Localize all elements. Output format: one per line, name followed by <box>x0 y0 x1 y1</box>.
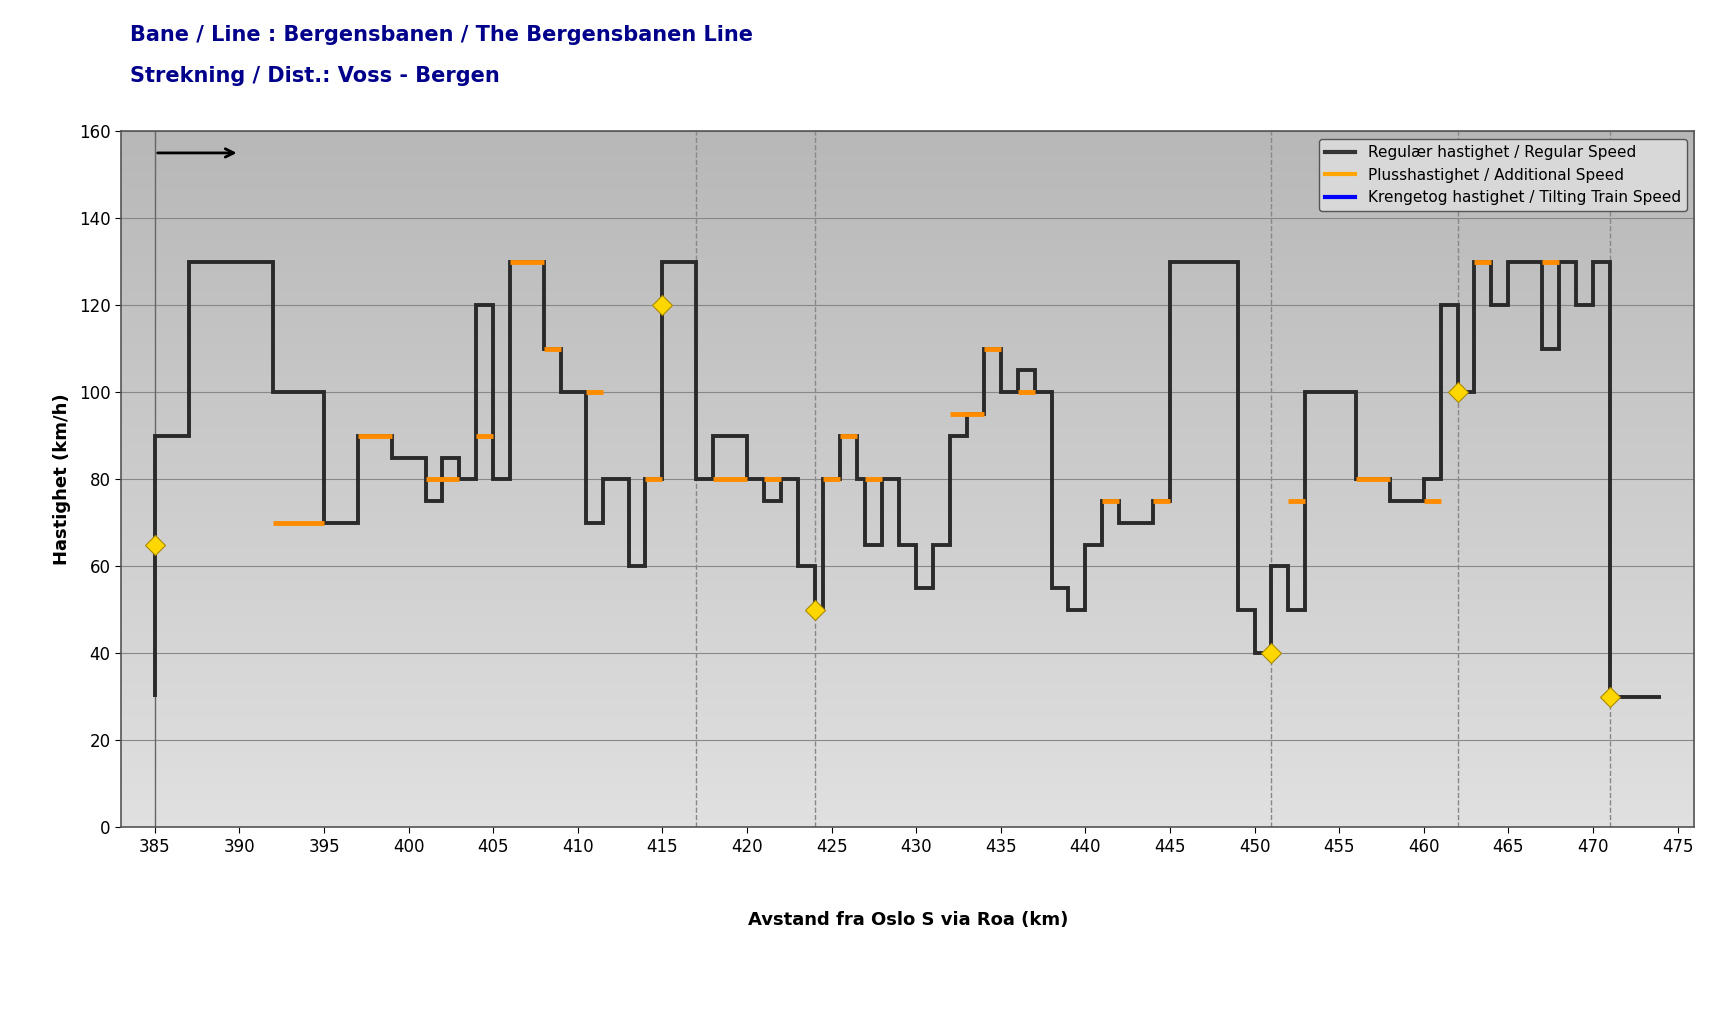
Text: Bane / Line : Bergensbanen / The Bergensbanen Line: Bane / Line : Bergensbanen / The Bergens… <box>130 25 752 45</box>
Text: Strekning / Dist.: Voss - Bergen: Strekning / Dist.: Voss - Bergen <box>130 66 500 86</box>
Y-axis label: Hastighet (km/h): Hastighet (km/h) <box>52 394 71 565</box>
X-axis label: Avstand fra Oslo S via Roa (km): Avstand fra Oslo S via Roa (km) <box>747 911 1069 929</box>
Legend: Regulær hastighet / Regular Speed, Plusshastighet / Additional Speed, Krengetog : Regulær hastighet / Regular Speed, Pluss… <box>1319 139 1688 211</box>
